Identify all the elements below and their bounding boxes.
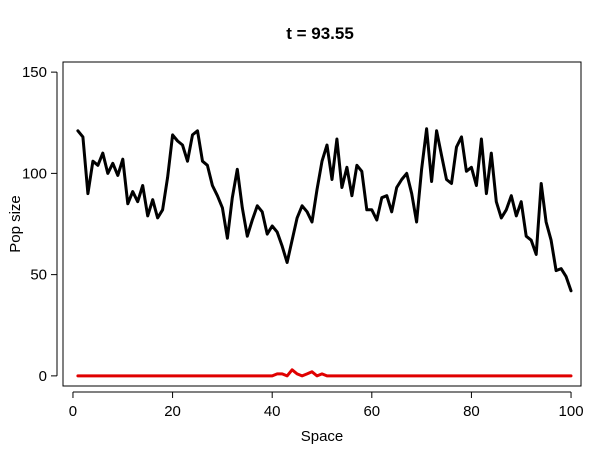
series-line-1	[76, 127, 573, 293]
x-tick-label: 20	[164, 403, 181, 420]
x-tick-label: 60	[363, 403, 380, 420]
y-tick-label: 50	[30, 267, 47, 284]
y-axis: 0 50 100 150	[22, 64, 58, 385]
series-group	[76, 127, 573, 378]
x-axis: 0 20 40 60 80 100	[69, 391, 584, 420]
plot-frame	[62, 61, 582, 387]
series-line-2	[76, 368, 573, 378]
y-tick-label: 0	[39, 368, 47, 385]
x-tick-label: 80	[463, 403, 480, 420]
y-axis-label: Pop size	[7, 195, 24, 253]
x-tick-label: 40	[264, 403, 281, 420]
x-tick-label: 0	[69, 403, 77, 420]
chart-title: t = 93.55	[286, 24, 354, 43]
y-tick-label: 150	[22, 64, 47, 81]
y-tick-label: 100	[22, 165, 47, 182]
x-axis-label: Space	[301, 428, 344, 445]
x-tick-label: 100	[559, 403, 584, 420]
